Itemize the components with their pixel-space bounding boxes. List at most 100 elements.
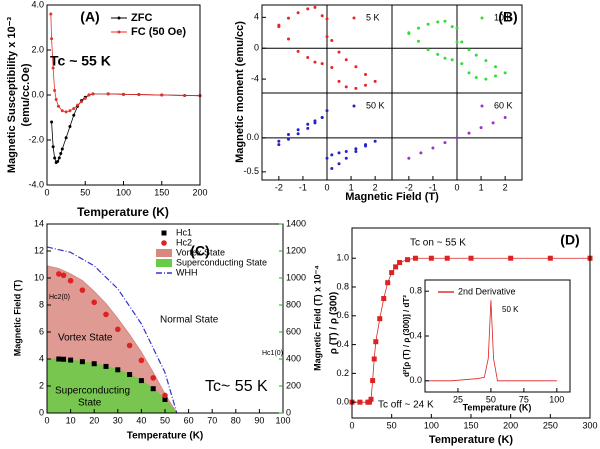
marker (320, 14, 324, 18)
marker (474, 76, 478, 80)
x-axis-label: Temperature (K) (463, 402, 532, 412)
marker (397, 260, 403, 266)
marker (450, 58, 454, 62)
marker (91, 92, 95, 96)
marker (296, 132, 300, 136)
x-tick-label: 60 (184, 415, 194, 425)
marker (330, 39, 334, 43)
marker (484, 59, 488, 63)
x-tick-label: 0 (44, 415, 49, 425)
marker (67, 277, 74, 284)
x-tick-label: 250 (543, 420, 558, 430)
y-tick-label: 0.2 (336, 368, 349, 378)
annotation: Superconducting (55, 386, 130, 397)
annotation: Hc2(0) (49, 294, 70, 301)
x-tick-label: 1 (479, 182, 484, 192)
x-tick-label: 0 (349, 420, 354, 430)
marker (325, 109, 329, 113)
marker (150, 375, 156, 381)
y-tick-label: -0.5 (243, 166, 259, 176)
annotation: Tc off ~ 24 K (378, 400, 434, 411)
marker (68, 357, 74, 363)
marker (344, 149, 348, 153)
marker (325, 156, 329, 160)
marker (364, 83, 368, 87)
panel-label: (A) (80, 9, 99, 25)
x-tick-label: -2 (275, 182, 283, 192)
marker (320, 115, 324, 119)
y2-tick-label: 1000 (286, 272, 306, 282)
y-tick-label: -4.0 (28, 179, 44, 189)
legend-label: 10 K (494, 12, 513, 22)
marker (428, 255, 434, 261)
marker (115, 326, 121, 333)
marker (51, 66, 55, 70)
x-tick-label: 20 (89, 415, 99, 425)
marker (389, 270, 395, 276)
x-axis-label: Magnetic Field (T) (345, 191, 439, 203)
x-axis-label: Temperature (K) (429, 434, 513, 446)
marker (53, 89, 57, 92)
x-tick-label: 50 (160, 415, 170, 425)
marker (64, 136, 68, 140)
legend-marker (352, 16, 356, 20)
x-tick-label: 100 (424, 420, 439, 430)
x-tick-label: -1 (429, 182, 437, 192)
x-tick-label: 100 (549, 394, 564, 404)
marker (373, 139, 377, 143)
marker (106, 92, 110, 96)
x-tick-label: 150 (463, 420, 478, 430)
x-tick-label: 200 (503, 420, 518, 430)
x-tick-label: -1 (299, 182, 307, 192)
x-tick-label: 0 (454, 182, 459, 192)
annotation: 50 K (502, 305, 519, 314)
marker (344, 85, 348, 89)
y2-tick-label: 1400 (286, 218, 306, 228)
marker (325, 35, 329, 39)
x-tick-label: 0 (324, 182, 329, 192)
y2-axis-label: Magnetic Field (T) x 10⁻⁴ (312, 265, 322, 371)
x-tick-label: 10 (66, 415, 76, 425)
annotation: Normal State (160, 315, 219, 326)
marker (79, 359, 85, 365)
marker (296, 49, 300, 53)
x-tick-label: 150 (154, 187, 169, 197)
x-tick-label: 50 (486, 394, 496, 404)
marker (330, 153, 334, 157)
marker (50, 120, 54, 124)
marker (436, 20, 440, 24)
marker (277, 143, 281, 147)
marker (407, 32, 411, 36)
legend-label: Superconducting State (176, 257, 267, 267)
y-tick-label: 4 (254, 12, 259, 22)
marker (56, 271, 62, 277)
marker (277, 139, 281, 143)
annotation: Tc ~ 55 K (50, 53, 111, 69)
marker (337, 50, 341, 54)
y-tick-label: 0.8 (409, 286, 422, 296)
marker (385, 280, 391, 286)
marker (354, 65, 358, 69)
y-tick-label: 12 (34, 245, 44, 255)
y2-tick-label: 0 (286, 407, 291, 417)
y-tick-label: 2 (39, 380, 44, 390)
marker (138, 378, 144, 384)
marker (436, 52, 440, 56)
y-tick-label: 14 (34, 218, 44, 228)
line (425, 300, 557, 382)
marker (426, 22, 430, 26)
y-tick-label: 0.6 (336, 310, 349, 320)
marker (127, 372, 133, 378)
marker (412, 255, 418, 261)
y-axis-label: Magnetic Field (T) (12, 280, 22, 357)
legend-marker (117, 30, 121, 34)
y2-tick-label: 600 (286, 326, 301, 336)
x-tick-label: 80 (231, 415, 241, 425)
panel-label: (D) (560, 232, 579, 248)
marker (306, 7, 310, 11)
legend-label: Vortex State (176, 247, 225, 257)
x-tick-label: 100 (116, 187, 131, 197)
x-tick-label: 50 (80, 187, 90, 197)
marker (373, 79, 377, 83)
